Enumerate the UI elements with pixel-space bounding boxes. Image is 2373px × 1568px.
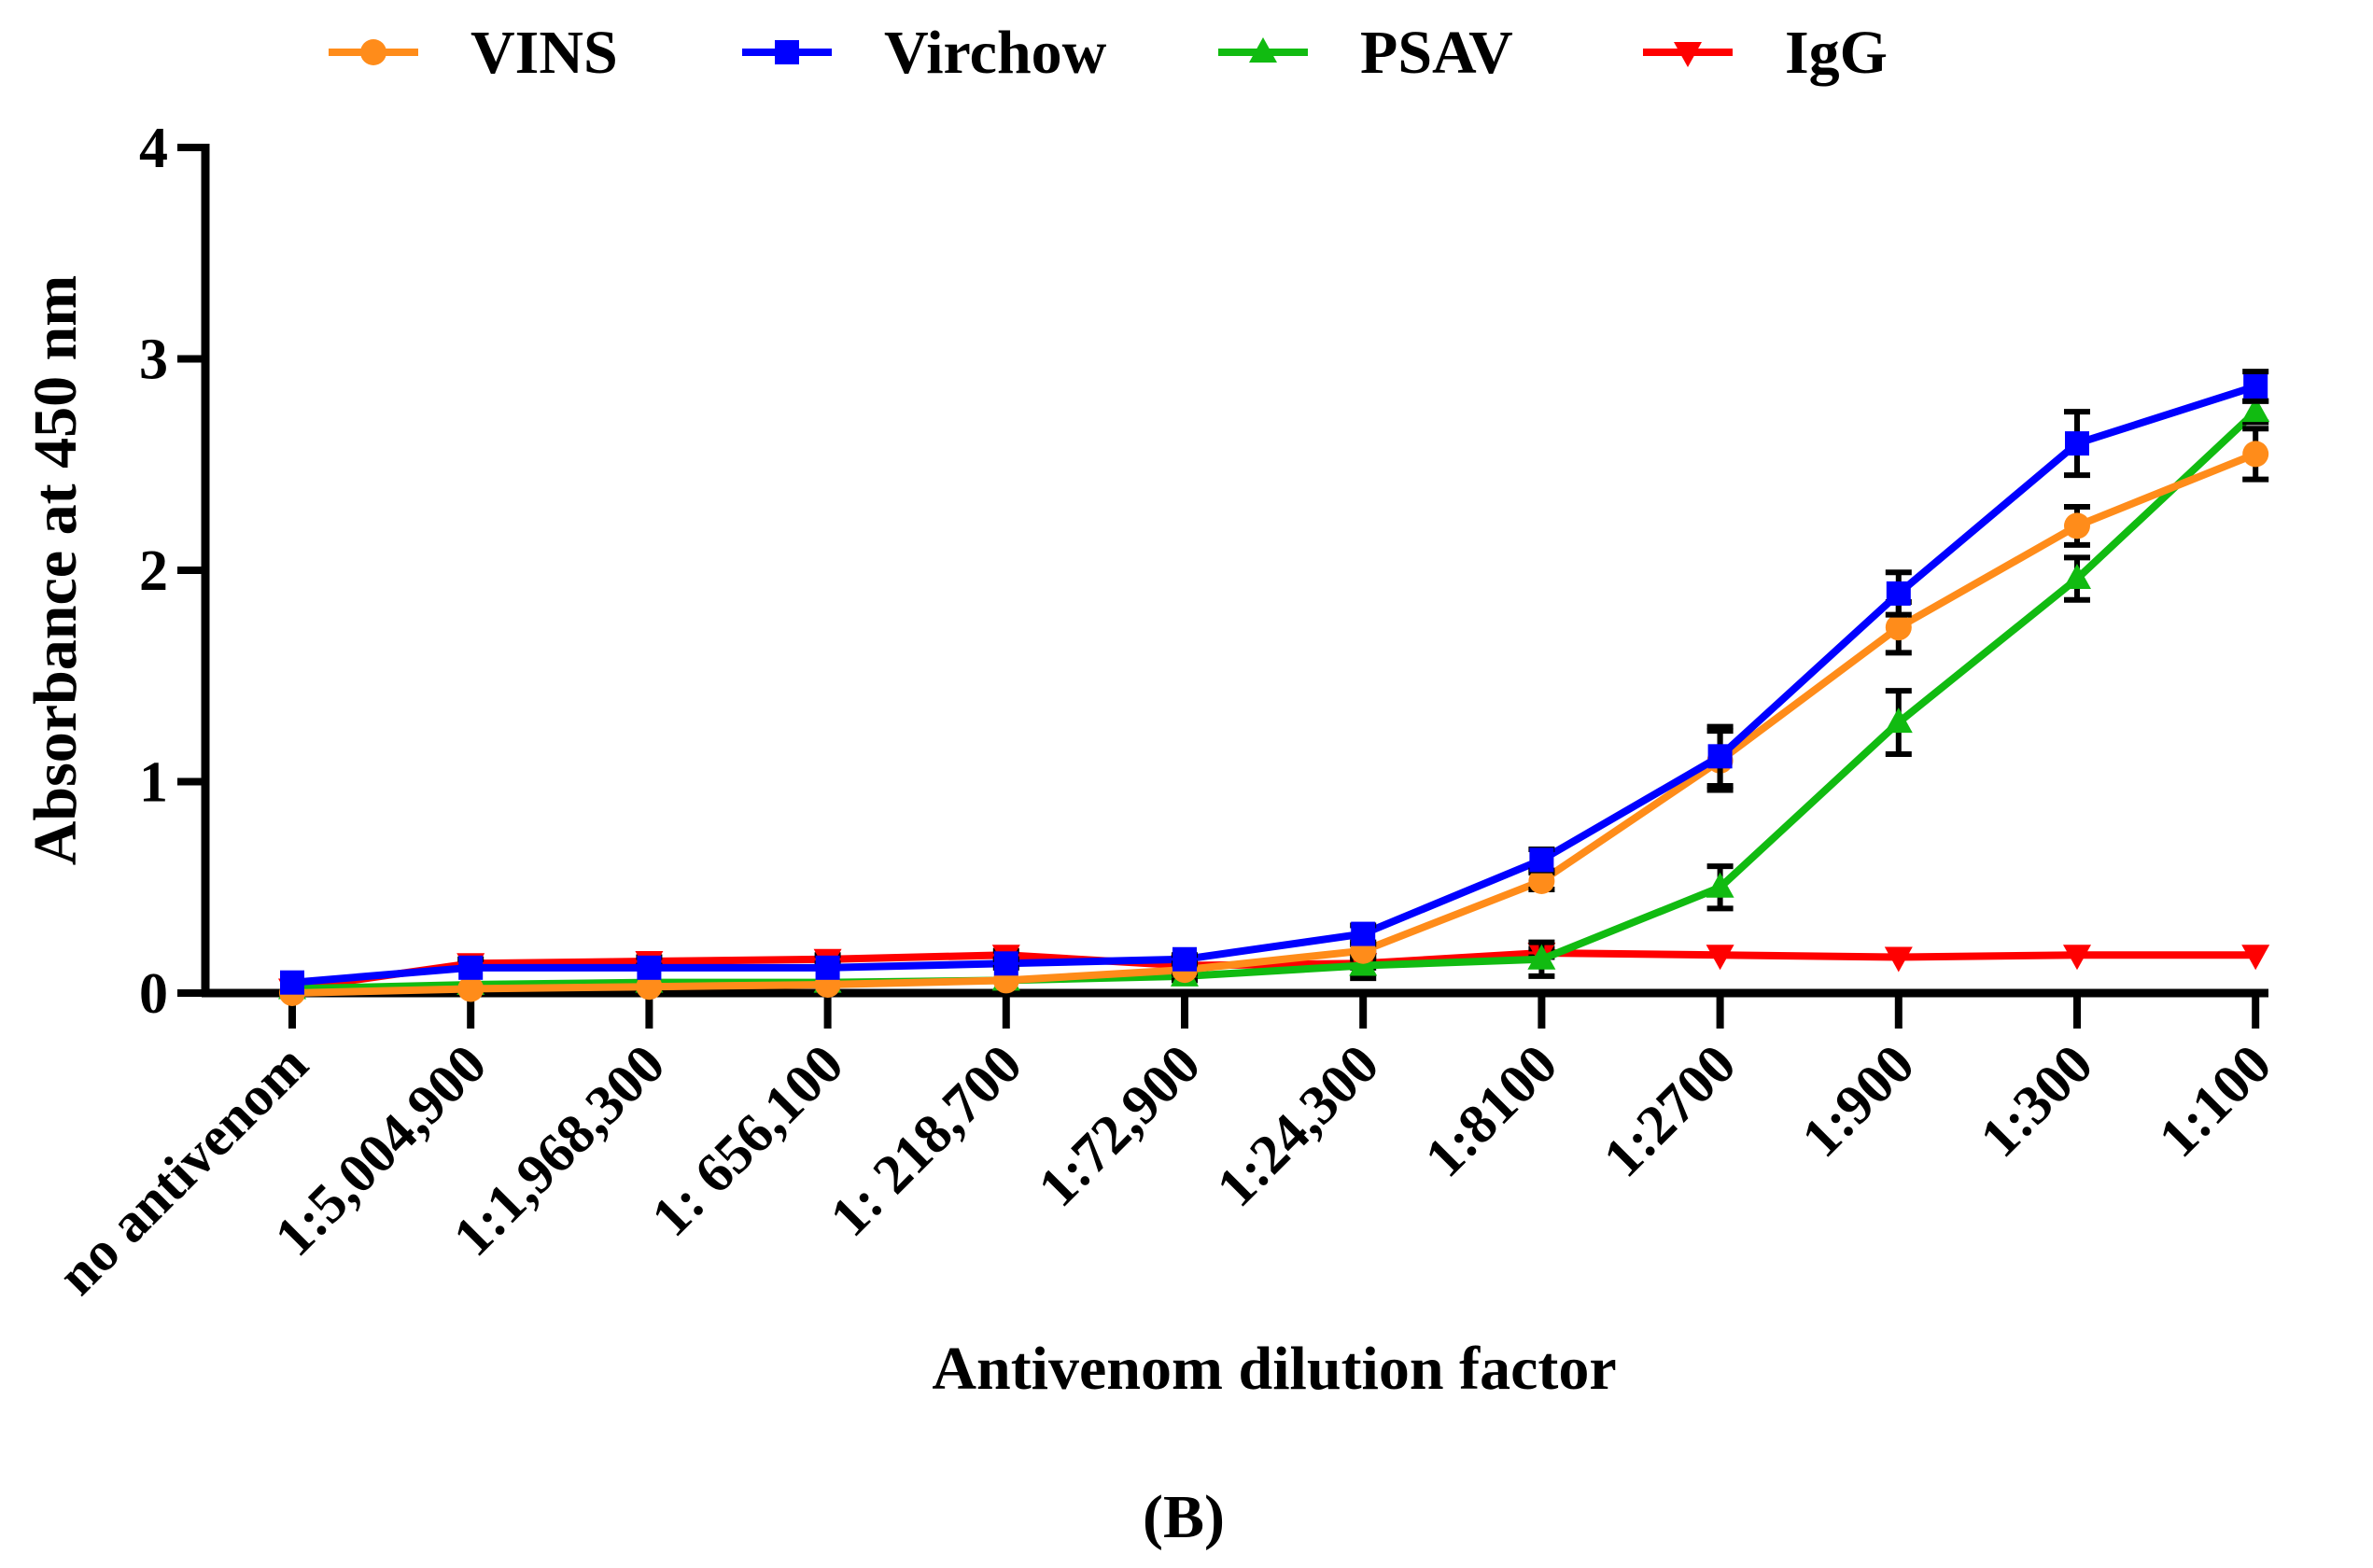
x-tick-label: 1: 218,700 <box>818 1033 1033 1249</box>
y-tick-label: 0 <box>139 962 168 1026</box>
data-point <box>458 955 484 980</box>
data-point <box>2242 441 2269 468</box>
data-point <box>1884 946 1913 973</box>
data-point <box>993 951 1018 976</box>
data-point <box>1886 581 1911 606</box>
series-line-igg <box>291 948 2256 993</box>
series-vins <box>279 426 2269 1006</box>
y-tick-label: 3 <box>139 329 168 392</box>
x-tick-label: 1:300 <box>1969 1033 2105 1169</box>
x-tick-label: 1:72,900 <box>1027 1033 1213 1219</box>
legend-marker <box>360 39 386 65</box>
data-point <box>636 973 663 1001</box>
y-tick-label: 2 <box>139 539 168 603</box>
data-point <box>1706 872 1734 898</box>
data-point <box>1529 847 1554 873</box>
data-point <box>1707 744 1733 769</box>
x-tick-label: 1:900 <box>1790 1033 1926 1169</box>
series-layer <box>278 369 2270 1006</box>
y-tick-label: 4 <box>139 117 168 180</box>
series-line-virchow <box>291 383 2257 987</box>
data-point <box>1706 945 1734 971</box>
y-axis-title: Absorbance at 450 nm <box>21 275 90 866</box>
x-tick-label: 1: 656,100 <box>639 1033 855 1249</box>
x-tick-label: no antivenom <box>46 1033 319 1307</box>
y-tick-label: 1 <box>139 751 168 815</box>
data-point <box>2065 431 2089 456</box>
series-line-psav <box>291 409 2258 993</box>
series-line-vins <box>291 450 2257 997</box>
data-point <box>815 955 840 980</box>
data-point <box>2243 373 2268 399</box>
legend-item-igg: IgG <box>1643 19 1888 87</box>
data-point <box>2063 564 2091 590</box>
legend-marker <box>1674 42 1702 67</box>
data-point <box>2241 397 2270 423</box>
x-tick-label: 1:8100 <box>1413 1033 1569 1189</box>
data-point <box>1528 867 1555 894</box>
y-ticks: 0 1 2 3 4 <box>139 117 205 1026</box>
data-point <box>2241 945 2270 971</box>
legend-marker <box>1249 37 1277 63</box>
x-tick-label: 1:100 <box>2147 1033 2283 1169</box>
series-virchow <box>280 369 2269 995</box>
legend-item-vins: VINS <box>329 19 618 87</box>
data-point <box>457 975 484 1002</box>
data-point <box>1884 707 1913 734</box>
data-point <box>2063 945 2091 971</box>
legend-label: PSAV <box>1360 19 1513 87</box>
data-point <box>1172 946 1197 972</box>
series-psav <box>278 397 2270 1000</box>
legend-label: Virchow <box>884 19 1107 87</box>
data-point <box>1351 921 1376 946</box>
legend-item-virchow: Virchow <box>742 19 1107 87</box>
data-point <box>280 970 304 995</box>
x-tick-label: 1:2700 <box>1592 1033 1748 1189</box>
legend-label: IgG <box>1785 19 1888 87</box>
data-point <box>1527 944 1556 970</box>
data-point <box>1885 614 1912 641</box>
legend-label: VINS <box>470 19 618 87</box>
x-axis-title: Antivenom dilution factor <box>932 1335 1616 1403</box>
legend: VINS Virchow PSAV IgG <box>329 19 1888 87</box>
data-point <box>637 955 662 980</box>
data-point <box>2064 512 2090 539</box>
legend-item-psav: PSAV <box>1218 19 1513 87</box>
panel-label: (B) <box>1143 1483 1225 1551</box>
x-tick-label: 1:24,300 <box>1205 1033 1391 1219</box>
legend-marker <box>775 40 799 64</box>
plot-axes: 0 1 2 3 4 no antivenom1:5,004,9001:1,968,300… <box>46 117 2282 1307</box>
